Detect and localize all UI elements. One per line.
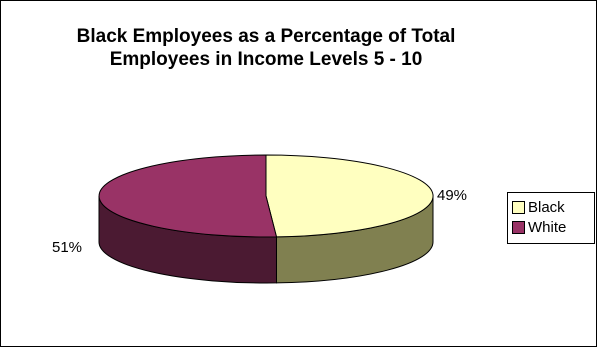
data-label-black: 49% (437, 187, 467, 204)
legend: Black White (507, 192, 595, 244)
data-label-white: 51% (52, 239, 82, 256)
legend-label-black: Black (528, 198, 565, 216)
legend-swatch-black (512, 200, 525, 214)
pie-slice-white (98, 154, 278, 238)
legend-item-black: Black (512, 197, 594, 217)
chart-title-line-2: Employees in Income Levels 5 - 10 (109, 49, 423, 70)
legend-label-white: White (528, 218, 567, 236)
chart-title-line-1: Black Employees as a Percentage of Total (76, 26, 456, 47)
chart-title: Black Employees as a Percentage of Total… (41, 25, 491, 71)
pie-slice-black (265, 154, 434, 238)
legend-swatch-white (512, 220, 525, 234)
legend-item-white: White (512, 217, 594, 237)
